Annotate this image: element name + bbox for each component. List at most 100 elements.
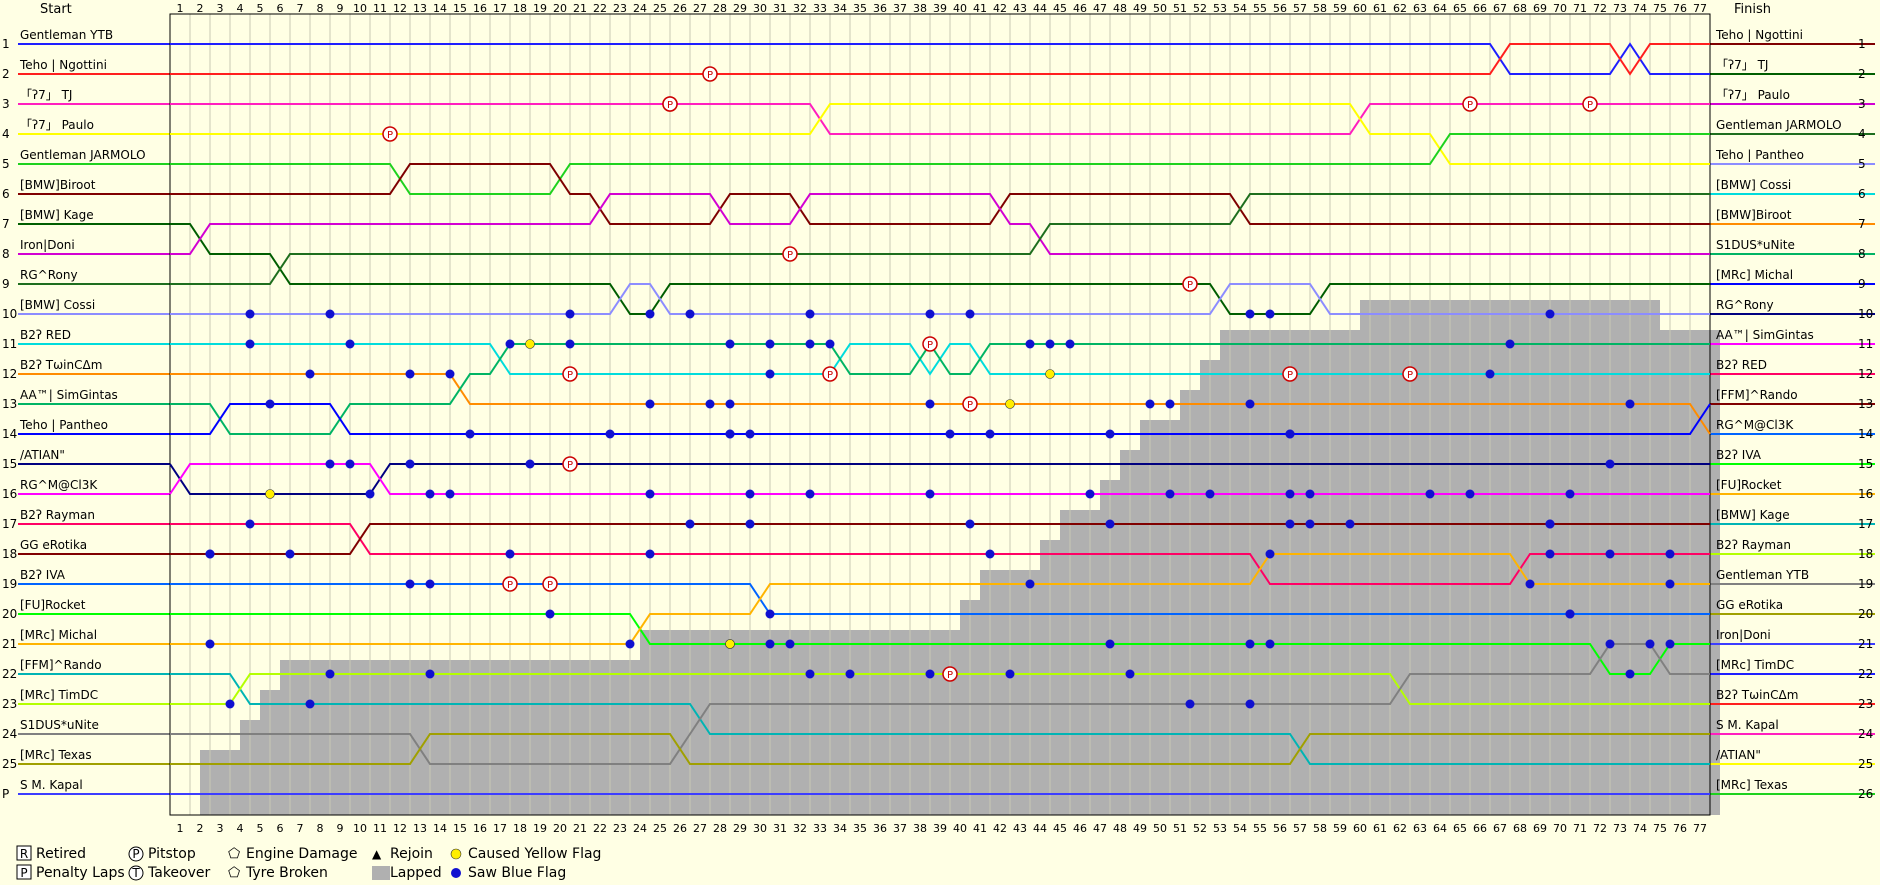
legend-symbol-letter: P xyxy=(132,847,139,861)
blue-flag-marker xyxy=(805,489,815,499)
finish-driver-label: B2ʔ IVA xyxy=(1716,448,1762,462)
lap-tick-bottom: 20 xyxy=(553,822,567,835)
blue-flag-marker xyxy=(205,639,215,649)
lap-tick-bottom: 13 xyxy=(413,822,427,835)
lap-tick-top: 51 xyxy=(1173,2,1187,15)
lap-tick-bottom: 60 xyxy=(1353,822,1367,835)
finish-driver-label: [BMW]Biroot xyxy=(1716,208,1792,222)
lap-tick-top: 5 xyxy=(257,2,264,15)
yellow-flag-marker xyxy=(1045,369,1055,379)
start-driver-label: [BMW] Kage xyxy=(20,208,94,222)
blue-flag-marker xyxy=(1085,489,1095,499)
lap-tick-top: 64 xyxy=(1433,2,1447,15)
blue-flag-marker xyxy=(1285,519,1295,529)
lap-tick-top: 40 xyxy=(953,2,967,15)
lap-tick-bottom: 15 xyxy=(453,822,467,835)
lap-tick-top: 38 xyxy=(913,2,927,15)
pitstop-marker-label: P xyxy=(1287,370,1293,381)
finish-driver-label: [BMW] Cossi xyxy=(1716,178,1791,192)
legend-item-label: Caused Yellow Flag xyxy=(468,846,601,862)
blue-flag-marker xyxy=(445,489,455,499)
blue-flag-marker xyxy=(325,669,335,679)
blue-flag-marker xyxy=(825,339,835,349)
blue-flag-marker xyxy=(1545,309,1555,319)
pitstop-marker xyxy=(942,666,958,682)
lap-tick-top: 22 xyxy=(593,2,607,15)
lap-tick-top: 30 xyxy=(753,2,767,15)
lap-tick-top: 66 xyxy=(1473,2,1487,15)
finish-driver-label: S M. Kapal xyxy=(1716,718,1779,732)
blue-flag-marker xyxy=(1045,339,1055,349)
start-position-label: 10 xyxy=(2,307,17,321)
lap-tick-top: 15 xyxy=(453,2,467,15)
start-driver-label: Teho | Pantheo xyxy=(19,418,108,432)
legend-item-label: Rejoin xyxy=(390,846,433,862)
blue-flag-marker xyxy=(745,489,755,499)
pitstop-marker xyxy=(962,396,978,412)
start-position-label: 17 xyxy=(2,517,17,531)
start-position-label: 8 xyxy=(2,247,10,261)
finish-position-label: 3 xyxy=(1858,97,1866,111)
legend-item-label: Engine Damage xyxy=(246,846,358,862)
finish-position-label: 9 xyxy=(1858,277,1866,291)
start-position-label: 3 xyxy=(2,97,10,111)
driver-line xyxy=(170,373,1711,435)
finish-position-label: 24 xyxy=(1858,727,1873,741)
lap-tick-bottom: 28 xyxy=(713,822,727,835)
start-driver-label: Iron|Doni xyxy=(20,238,75,252)
blue-flag-marker xyxy=(1465,489,1475,499)
blue-flag-marker xyxy=(1005,669,1015,679)
lap-tick-top: 25 xyxy=(653,2,667,15)
lap-tick-top: 68 xyxy=(1513,2,1527,15)
start-driver-label: Gentleman YTB xyxy=(20,28,113,42)
blue-flag-marker xyxy=(645,399,655,409)
lap-tick-bottom: 61 xyxy=(1373,822,1387,835)
blue-flag-marker xyxy=(945,429,955,439)
pitstop-marker xyxy=(1182,276,1198,292)
finish-position-label: 19 xyxy=(1858,577,1873,591)
blue-flag-marker xyxy=(285,549,295,559)
start-driver-label: RG^M@Cl3K xyxy=(20,478,98,492)
legend-square-symbol xyxy=(16,864,32,880)
blue-flag-marker xyxy=(1345,519,1355,529)
lap-tick-bottom: 7 xyxy=(297,822,304,835)
finish-position-label: 5 xyxy=(1858,157,1866,171)
start-driver-label: B2ʔ IVA xyxy=(20,568,66,582)
lap-tick-top: 2 xyxy=(197,2,204,15)
legend-rejoin-symbol: ▲ xyxy=(372,847,382,861)
yellow-flag-marker xyxy=(525,339,535,349)
blue-flag-marker xyxy=(1245,699,1255,709)
yellow-flag-marker xyxy=(725,639,735,649)
blue-flag-marker xyxy=(1625,669,1635,679)
driver-line xyxy=(170,643,1710,765)
driver-line xyxy=(170,553,1710,645)
start-driver-label: [BMW] Cossi xyxy=(20,298,95,312)
blue-flag-marker xyxy=(1245,309,1255,319)
lap-tick-bottom: 30 xyxy=(753,822,767,835)
lap-tick-bottom: 58 xyxy=(1313,822,1327,835)
legend-item-label: Saw Blue Flag xyxy=(468,865,566,881)
finish-driver-label: AA™| SimGintas xyxy=(1716,328,1814,342)
blue-flag-marker xyxy=(725,399,735,409)
blue-flag-marker xyxy=(925,309,935,319)
blue-flag-marker xyxy=(1145,399,1155,409)
driver-line xyxy=(170,733,1710,765)
start-position-label: 24 xyxy=(2,727,17,741)
lap-tick-top: 73 xyxy=(1613,2,1627,15)
pitstop-marker xyxy=(502,576,518,592)
driver-line xyxy=(170,613,1710,675)
lap-tick-bottom: 68 xyxy=(1513,822,1527,835)
lap-tick-top: 26 xyxy=(673,2,687,15)
lap-tick-top: 65 xyxy=(1453,2,1467,15)
lap-tick-top: 45 xyxy=(1053,2,1067,15)
pitstop-marker-label: P xyxy=(387,130,393,141)
lap-tick-bottom: 32 xyxy=(793,822,807,835)
pitstop-marker-label: P xyxy=(667,100,673,111)
lap-tick-bottom: 65 xyxy=(1453,822,1467,835)
pitstop-marker xyxy=(1282,366,1298,382)
lap-tick-top: 19 xyxy=(533,2,547,15)
lap-tick-bottom: 57 xyxy=(1293,822,1307,835)
pitstop-marker xyxy=(382,126,398,142)
finish-position-label: 23 xyxy=(1858,697,1873,711)
driver-line xyxy=(170,42,1710,75)
